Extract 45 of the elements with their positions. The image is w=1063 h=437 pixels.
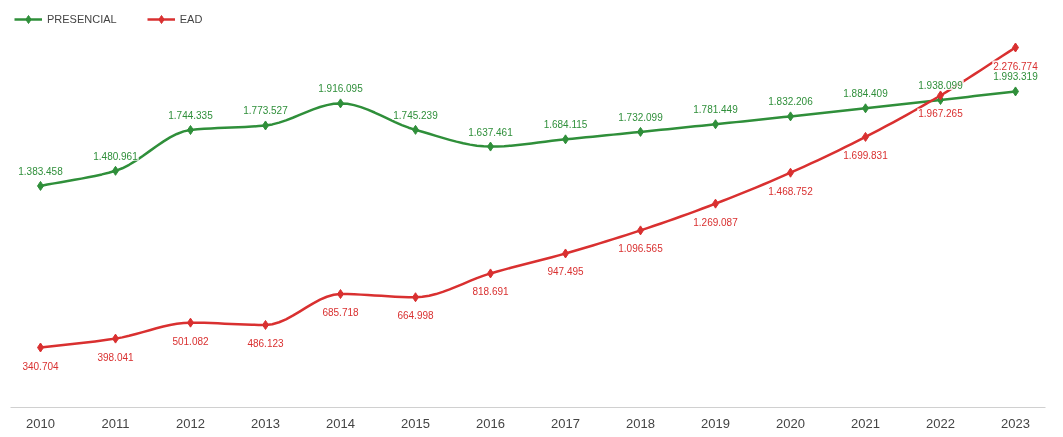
- point: [187, 125, 194, 135]
- data-label: 501.082: [172, 335, 210, 347]
- data-label: 1.745.239: [393, 109, 439, 121]
- data-label: 685.718: [322, 307, 360, 319]
- data-label: 1.480.961: [93, 150, 139, 162]
- x-tick-label: 2019: [701, 415, 730, 431]
- data-label: 1.781.449: [693, 104, 739, 116]
- x-tick-label: 2014: [326, 415, 355, 431]
- data-label: 486.123: [247, 337, 285, 349]
- data-label: 1.884.409: [843, 88, 889, 100]
- x-tick-label: 2018: [626, 415, 655, 431]
- legend-label: EAD: [179, 13, 203, 25]
- data-label: 1.732.099: [618, 111, 664, 123]
- x-tick-label: 2015: [401, 415, 430, 431]
- x-tick-label: 2020: [776, 415, 805, 431]
- x-tick-label: 2016: [476, 415, 505, 431]
- data-label: 1.684.115: [543, 119, 588, 131]
- data-label: 1.468.752: [768, 185, 814, 197]
- x-tick-label: 2022: [926, 415, 955, 431]
- data-label: 1.993.319: [993, 71, 1039, 83]
- data-label: 1.269.087: [693, 216, 739, 228]
- data-label: 1.832.206: [768, 96, 814, 108]
- data-label: 340.704: [22, 360, 60, 372]
- x-tick-label: 2011: [101, 415, 130, 431]
- x-tick-label: 2023: [1001, 415, 1030, 431]
- data-label: 947.495: [547, 266, 585, 278]
- data-label: 1.744.335: [168, 110, 214, 121]
- data-label: 2.276.774: [993, 60, 1039, 72]
- data-label: 1.383.458: [18, 165, 64, 177]
- legend-label: PRESENCIAL: [47, 13, 117, 25]
- data-label: 1.773.527: [243, 105, 289, 117]
- x-tick-label: 2013: [251, 415, 280, 431]
- x-tick-label: 2010: [26, 415, 55, 431]
- data-label: 1.938.099: [918, 79, 964, 91]
- x-tick-label: 2021: [851, 415, 880, 431]
- data-label: 1.916.095: [318, 83, 364, 95]
- data-label: 1.096.565: [618, 243, 664, 255]
- x-tick-label: 2017: [551, 415, 580, 431]
- data-label: 1.967.265: [918, 108, 964, 120]
- x-tick-label: 2012: [176, 415, 205, 431]
- data-label: 398.041: [97, 351, 135, 363]
- data-label: 664.998: [397, 310, 435, 322]
- data-label: 1.637.461: [468, 126, 514, 138]
- data-label: 818.691: [472, 286, 510, 298]
- data-label: 1.699.831: [843, 149, 889, 161]
